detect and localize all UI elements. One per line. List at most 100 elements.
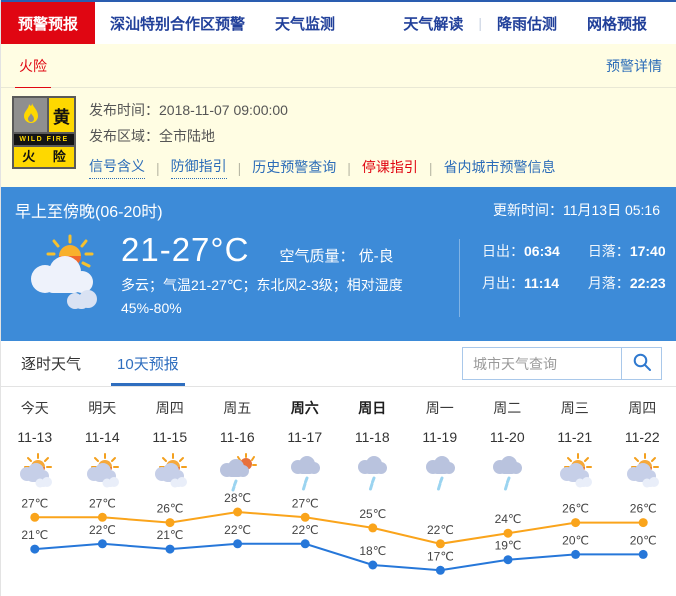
nav-right-item-1[interactable]: 降雨估测 — [496, 15, 557, 33]
temp-label: 25℃ — [359, 507, 386, 521]
warning-panel: 黄 WILD FIRE 火 险 发布时间：2018-11-07 09:00:00… — [1, 88, 676, 187]
temp-line-low — [34, 542, 644, 572]
temp-point-high-8 — [571, 518, 581, 528]
current-weather-icon — [19, 233, 109, 317]
air-quality-label: 空气质量： — [279, 248, 355, 265]
warning-link-4[interactable]: 省内城市预警信息 — [443, 158, 556, 175]
nav-right-item-2[interactable]: 网格预报 — [586, 15, 647, 33]
link-divider: | — [156, 159, 160, 176]
publish-time-label: 发布时间： — [89, 102, 159, 118]
forecast-period-label: 早上至傍晚(06-20时) — [15, 204, 163, 221]
warning-type-en-label: WILD FIRE — [14, 134, 74, 145]
forecast-day-name: 明天 — [88, 400, 117, 416]
warning-link-3[interactable]: 停课指引 — [361, 158, 418, 175]
sunmoon-item-3: 月落：22:23 — [588, 273, 666, 293]
forecast-day-9[interactable]: 周四 11-22 — [609, 398, 676, 494]
temp-point-high-3 — [233, 507, 243, 517]
forecast-day-0[interactable]: 今天 11-13 — [1, 398, 69, 494]
tab-fire-risk[interactable]: 火险 — [15, 56, 51, 89]
warning-detail-link[interactable]: 预警详情 — [606, 57, 662, 74]
forecast-day-7[interactable]: 周二 11-20 — [474, 398, 542, 494]
warning-link-2[interactable]: 历史预警查询 — [252, 158, 337, 175]
sun-rain-icon — [204, 452, 272, 494]
fire-warning-sign-icon: 黄 WILD FIRE 火 险 — [12, 96, 76, 169]
nav-right-item-0[interactable]: 天气解读 — [403, 15, 464, 33]
tab-ten-day-forecast[interactable]: 10天预报 — [111, 341, 185, 386]
forecast-date: 11-22 — [624, 429, 660, 445]
temp-label: 22℃ — [224, 523, 251, 537]
forecast-day-name: 今天 — [20, 400, 49, 416]
temp-point-high-2 — [165, 518, 175, 528]
nav-right-items: 天气解读 | 降雨估测 网格预报 — [388, 2, 676, 44]
rain-icon — [474, 452, 542, 494]
nav-tab-warning-forecast[interactable]: 预警预报 — [1, 2, 96, 44]
forecast-day-8[interactable]: 周三 11-21 — [541, 398, 609, 494]
temp-point-low-2 — [165, 544, 175, 554]
temp-point-low-5 — [368, 560, 378, 570]
nav-divider: | — [478, 15, 482, 31]
tab-hourly-weather[interactable]: 逐时天气 — [21, 356, 82, 373]
city-search-input[interactable] — [463, 348, 621, 379]
search-icon — [632, 352, 652, 375]
forecast-day-5[interactable]: 周日 11-18 — [339, 398, 407, 494]
temp-point-low-7 — [503, 555, 513, 565]
publish-time-value: 2018-11-07 09:00:00 — [159, 102, 288, 118]
search-button[interactable] — [621, 348, 661, 379]
temp-label: 21℃ — [21, 528, 48, 542]
warning-link-1[interactable]: 防御指引 — [170, 156, 227, 179]
temp-point-low-0 — [30, 544, 40, 554]
sunmoon-item-0: 日出：06:34 — [482, 241, 560, 261]
forecast-day-4[interactable]: 周六 11-17 — [271, 398, 339, 494]
temp-point-low-3 — [233, 539, 243, 549]
forecast-day-name: 周三 — [560, 400, 589, 416]
temp-point-low-9 — [638, 549, 648, 559]
nav-item-1[interactable]: 天气监测 — [275, 15, 336, 33]
forecast-day-name: 周一 — [425, 400, 454, 416]
temperature-chart: 27℃ 27℃ 26℃ 28℃ 27℃ 25℃ 22℃ 24℃ 26℃ 26℃ 21℃ 22℃ 21℃ 2… — [21, 492, 657, 575]
temp-label: 21℃ — [157, 528, 184, 542]
forecast-day-name: 周四 — [155, 400, 184, 416]
sunmoon-label: 月落： — [587, 275, 630, 291]
publish-area-value: 全市陆地 — [159, 128, 215, 144]
publish-area-label: 发布区域： — [89, 128, 159, 144]
current-weather-panel: 早上至傍晚(06-20时) 更新时间：11月13日 05:16 — [1, 187, 676, 341]
forecast-tabs: 逐时天气 10天预报 — [15, 341, 209, 386]
temp-label: 22℃ — [427, 523, 454, 537]
temp-label: 22℃ — [292, 523, 319, 537]
forecast-date: 11-14 — [84, 429, 120, 445]
temp-label: 20℃ — [630, 533, 657, 547]
update-time-value: 11月13日 05:16 — [562, 202, 660, 218]
sunmoon-value: 22:23 — [629, 275, 666, 291]
temp-point-low-1 — [97, 539, 107, 549]
sunmoon-label: 日落： — [587, 243, 630, 259]
rain-icon — [271, 452, 339, 494]
warning-link-0[interactable]: 信号含义 — [89, 156, 145, 179]
forecast-day-name: 周四 — [628, 400, 657, 416]
forecast-date: 11-15 — [152, 429, 188, 445]
forecast-day-6[interactable]: 周一 11-19 — [406, 398, 474, 494]
temp-label: 17℃ — [427, 549, 454, 563]
rain-icon — [339, 452, 407, 494]
forecast-day-2[interactable]: 周四 11-15 — [136, 398, 204, 494]
sun-clouds-icon — [1, 452, 69, 494]
temp-label: 26℃ — [562, 502, 589, 516]
air-quality-value: 优-良 — [358, 248, 394, 265]
air-quality: 空气质量： 优-良 — [279, 245, 393, 266]
temp-label: 22℃ — [89, 523, 116, 537]
warning-links-row: 信号含义 | 防御指引 | 历史预警查询 | 停课指引 | 省内城市预警信息 — [89, 156, 662, 179]
sunmoon-label: 日出： — [482, 243, 524, 259]
sun-moon-times: 日出：06:34 日落：17:40 月出：11:14 月落：22:23 — [482, 241, 666, 293]
temp-label: 27℃ — [21, 496, 48, 510]
forecast-day-3[interactable]: 周五 11-16 — [204, 398, 272, 494]
temp-label: 19℃ — [495, 539, 522, 553]
forecast-day-1[interactable]: 明天 11-14 — [69, 398, 137, 494]
update-time-label: 更新时间： — [492, 202, 563, 218]
temp-label: 27℃ — [292, 496, 319, 510]
nav-item-0[interactable]: 深汕特别合作区预警 — [110, 15, 246, 33]
forecast-date: 11-21 — [557, 429, 593, 445]
temp-point-high-5 — [368, 523, 378, 533]
link-divider: | — [347, 159, 351, 176]
forecast-day-name: 周五 — [223, 400, 252, 416]
temp-label: 24℃ — [495, 512, 522, 526]
forecast-date: 11-16 — [219, 429, 255, 445]
